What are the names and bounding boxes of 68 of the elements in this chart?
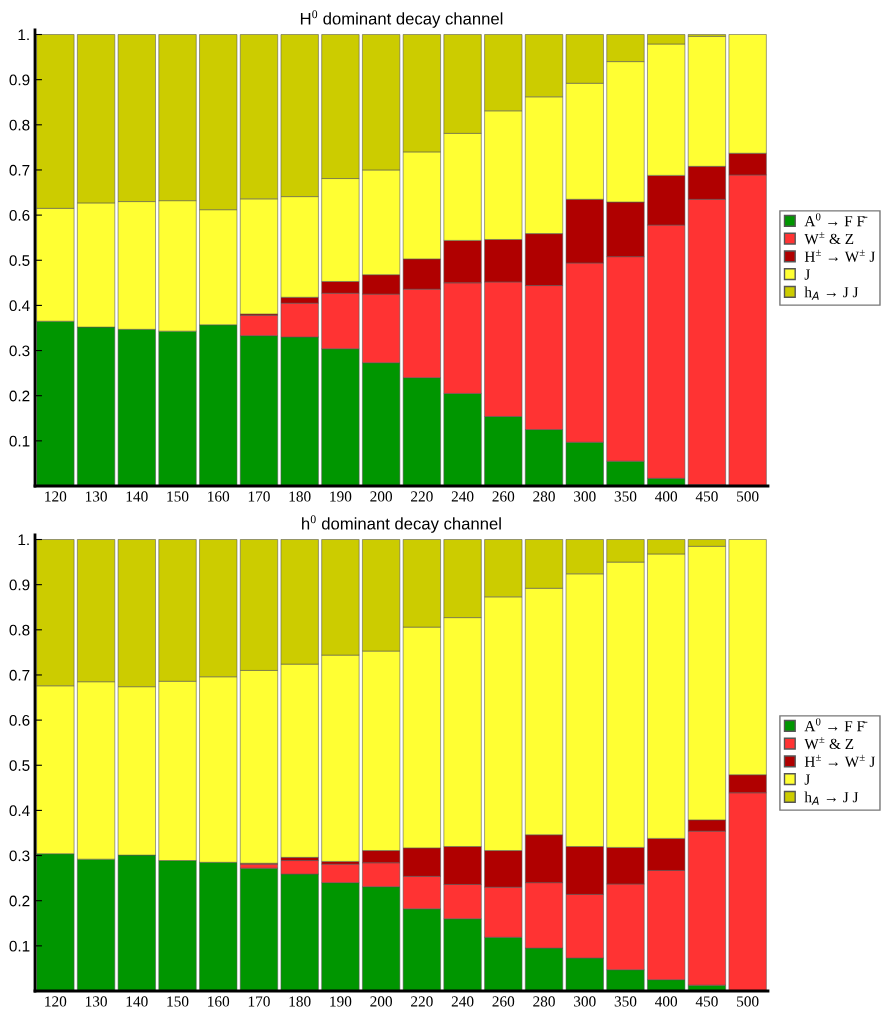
y-tick-label: 0.2 bbox=[9, 895, 30, 907]
legend-label: A$^{0}$ → F F̄ bbox=[804, 718, 868, 732]
x-tick-label: 120 bbox=[45, 996, 67, 1007]
x-tick-label: 240 bbox=[451, 996, 474, 1007]
x-tick-label: 280 bbox=[533, 491, 555, 502]
y-tick-label: 0.1 bbox=[9, 435, 30, 447]
y-tick-label: 1. bbox=[18, 29, 29, 41]
x-tick-label: 450 bbox=[695, 996, 718, 1007]
x-tick-label: 180 bbox=[289, 491, 311, 502]
x-tick-label: 300 bbox=[574, 491, 596, 502]
legend-label: J bbox=[804, 774, 810, 785]
y-tick-label: 0.7 bbox=[9, 164, 30, 176]
x-tick-label: 140 bbox=[126, 996, 148, 1007]
x-tick-label: 120 bbox=[45, 491, 67, 502]
y-tick-label: 0.4 bbox=[9, 300, 30, 312]
legend-label: H$^{±}$ → W$^{±}$ J bbox=[804, 754, 876, 767]
y-tick-label: 0.3 bbox=[9, 850, 30, 862]
y-tick-label: 0.3 bbox=[9, 345, 30, 357]
y-tick-label: 0.2 bbox=[9, 390, 30, 402]
y-tick-label: 0.1 bbox=[9, 940, 30, 952]
legend-label: H$^{±}$ → W$^{±}$ J bbox=[804, 249, 876, 262]
y-tick-label: 0.7 bbox=[9, 669, 30, 681]
y-tick-label: 0.6 bbox=[9, 714, 30, 726]
y-tick-label: 1. bbox=[18, 534, 29, 546]
x-tick-label: 160 bbox=[208, 491, 230, 502]
y-tick-label: 0.9 bbox=[9, 579, 30, 591]
x-tick-label: 350 bbox=[614, 996, 637, 1007]
x-tick-label: 180 bbox=[289, 996, 311, 1007]
legend-label: W$^{±}$ & Z bbox=[804, 737, 854, 750]
x-tick-label: 170 bbox=[248, 996, 270, 1007]
x-tick-label: 400 bbox=[655, 996, 678, 1007]
y-tick-label: 0.8 bbox=[9, 119, 30, 131]
x-tick-label: 150 bbox=[167, 996, 189, 1007]
x-tick-label: 500 bbox=[737, 996, 759, 1007]
x-tick-label: 350 bbox=[614, 491, 637, 502]
x-tick-label: 220 bbox=[411, 996, 433, 1007]
x-tick-label: 240 bbox=[451, 491, 474, 502]
x-tick-label: 500 bbox=[737, 491, 759, 502]
x-tick-label: 130 bbox=[85, 491, 107, 502]
y-tick-label: 0.8 bbox=[9, 624, 30, 636]
x-tick-label: 140 bbox=[126, 491, 148, 502]
y-tick-label: 0.6 bbox=[9, 209, 30, 221]
x-tick-label: 130 bbox=[85, 996, 107, 1007]
x-tick-label: 160 bbox=[208, 996, 230, 1007]
chart-title: h$^{0}$ dominant decay channel bbox=[302, 515, 501, 533]
y-tick-label: 0.9 bbox=[9, 74, 30, 86]
legend-label: W$^{±}$ & Z bbox=[804, 232, 854, 245]
x-tick-label: 300 bbox=[574, 996, 596, 1007]
x-tick-label: 260 bbox=[492, 996, 515, 1007]
x-tick-label: 190 bbox=[330, 996, 352, 1007]
x-tick-label: 150 bbox=[167, 491, 189, 502]
x-tick-label: 200 bbox=[370, 996, 393, 1007]
y-tick-label: 0.5 bbox=[9, 760, 30, 771]
legend-label: A$^{0}$ → F F̄ bbox=[804, 213, 868, 227]
x-tick-label: 260 bbox=[492, 491, 515, 502]
x-tick-label: 450 bbox=[695, 491, 718, 502]
x-tick-label: 190 bbox=[330, 491, 352, 502]
legend-label: J bbox=[804, 269, 810, 280]
x-tick-label: 220 bbox=[411, 491, 433, 502]
y-tick-label: 0.4 bbox=[9, 805, 30, 817]
y-tick-label: 0.5 bbox=[9, 255, 30, 266]
x-tick-label: 200 bbox=[370, 491, 393, 502]
x-tick-label: 280 bbox=[533, 996, 555, 1007]
x-tick-label: 170 bbox=[248, 491, 270, 502]
chart-title: H$^{0}$ dominant decay channel bbox=[300, 10, 503, 28]
x-tick-label: 400 bbox=[655, 491, 678, 502]
legend-label: h$_{A}$ → J J bbox=[804, 791, 859, 805]
legend-label: h$_{A}$ → J J bbox=[804, 286, 859, 300]
